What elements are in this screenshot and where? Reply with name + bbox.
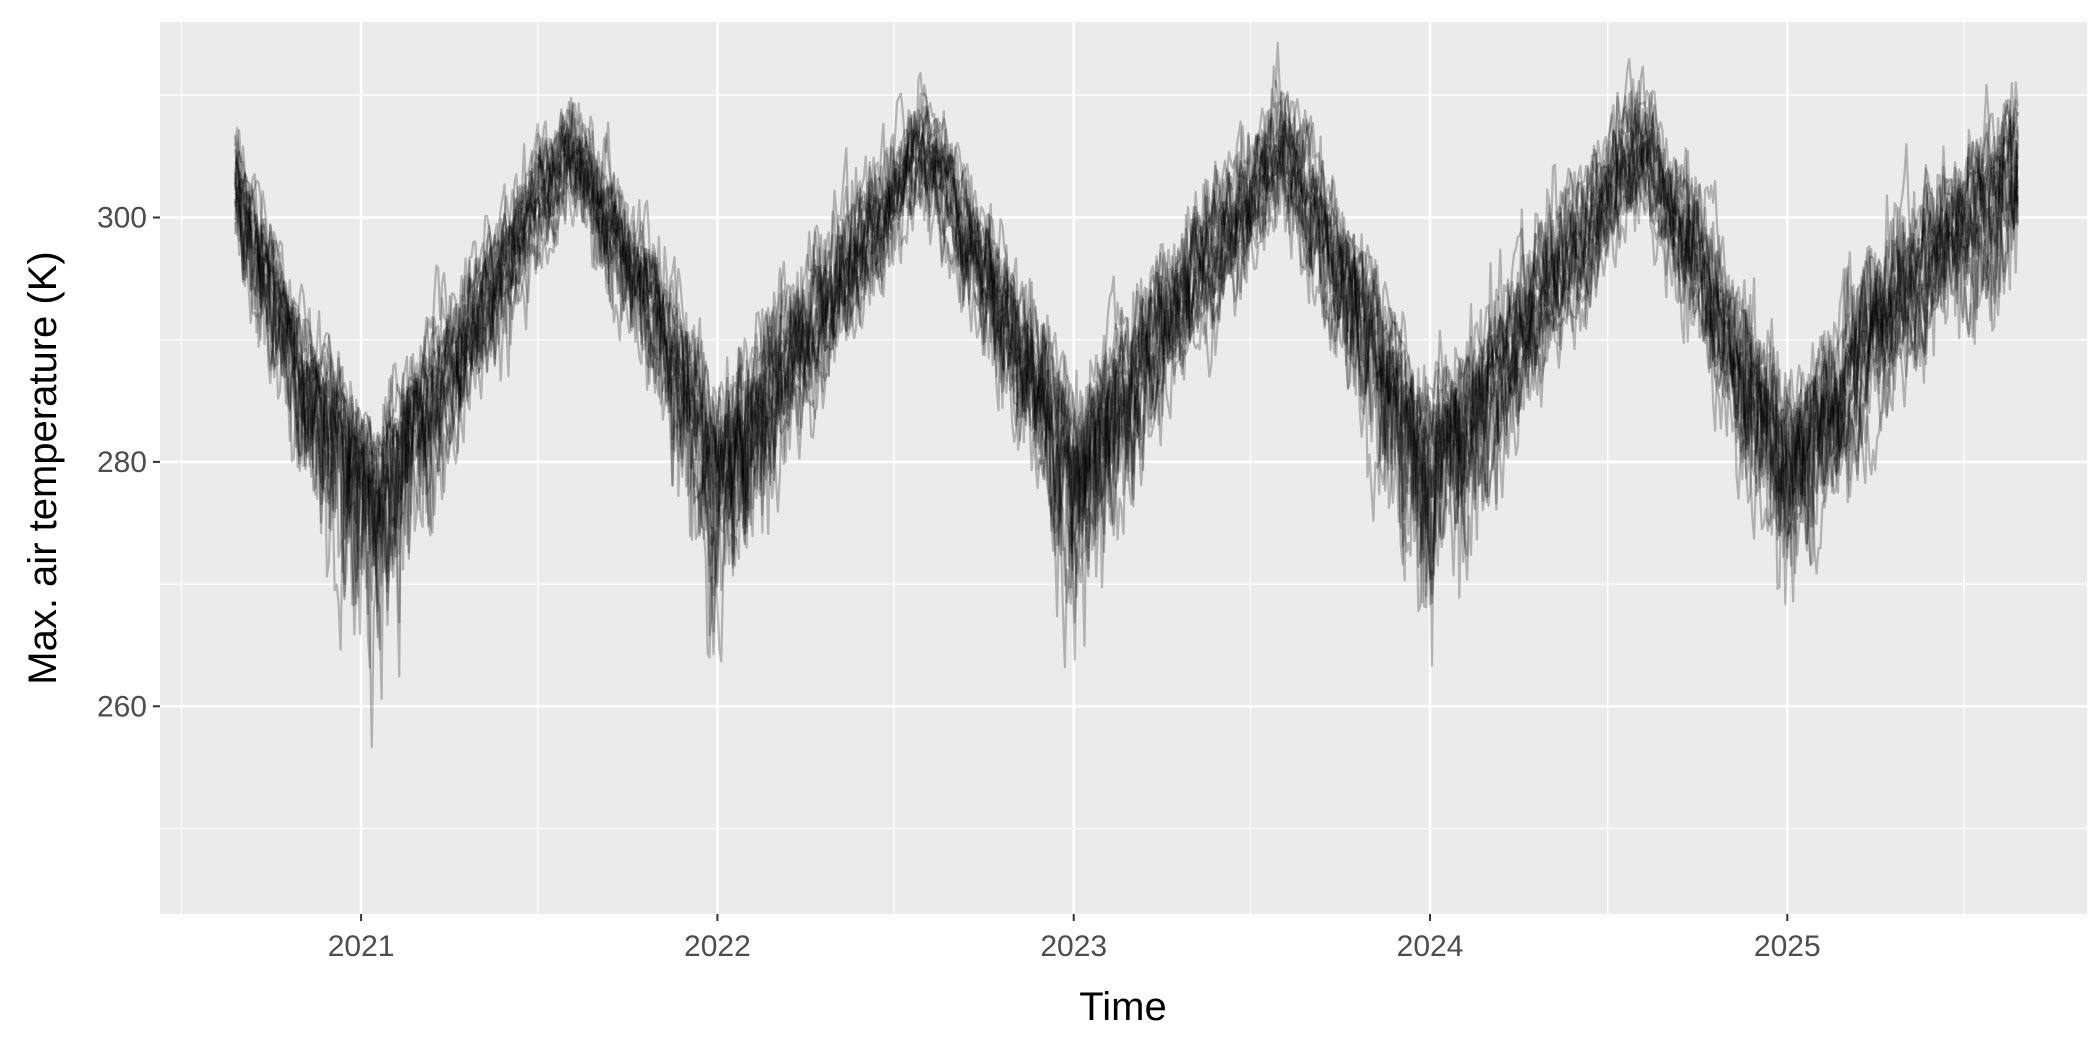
series-line — [234, 107, 2019, 588]
series-line — [234, 92, 2019, 651]
x-tick-label: 2024 — [1397, 930, 1464, 963]
x-axis-title: Time — [1079, 985, 1166, 1029]
series-line — [234, 88, 2019, 613]
series-line — [234, 102, 2019, 571]
y-tick-label: 280 — [97, 446, 147, 479]
y-tick-label: 300 — [97, 202, 147, 235]
series-line — [234, 90, 2019, 584]
series-line — [234, 137, 2019, 609]
series-line — [234, 81, 2019, 565]
major-grid — [160, 22, 2087, 914]
series-line — [234, 110, 2019, 636]
x-tick-label: 2021 — [328, 930, 395, 963]
y-axis: 260 280 300 — [97, 202, 160, 723]
x-tick-label: 2023 — [1040, 930, 1107, 963]
series-line — [234, 78, 2019, 639]
x-axis: 2021 2022 2023 2024 2025 — [328, 914, 1821, 963]
series-line — [234, 111, 2019, 669]
y-tick-label: 260 — [97, 690, 147, 723]
minor-grid — [160, 22, 2087, 914]
series-line — [234, 41, 2019, 570]
plot-panel — [160, 22, 2087, 914]
series-line — [234, 122, 2019, 700]
series-line — [234, 114, 2019, 599]
series-lines — [234, 41, 2019, 749]
series-line — [234, 135, 2019, 749]
series-line — [234, 79, 2019, 598]
x-tick-label: 2025 — [1754, 930, 1821, 963]
x-tick-label: 2022 — [684, 930, 751, 963]
series-line — [234, 89, 2019, 606]
series-line — [234, 115, 2019, 669]
series-line — [234, 83, 2019, 667]
series-line — [234, 125, 2019, 663]
series-line — [234, 120, 2019, 637]
y-axis-title: Max. air temperature (K) — [21, 251, 65, 684]
